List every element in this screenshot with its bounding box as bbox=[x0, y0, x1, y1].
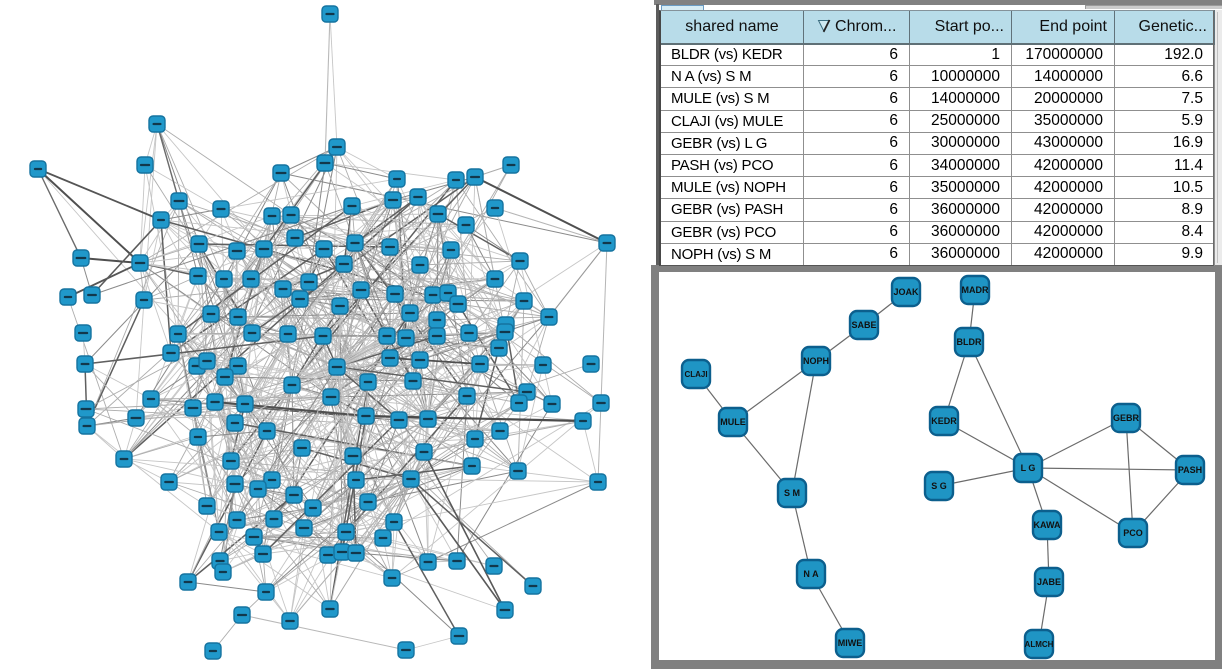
svg-text:SABE: SABE bbox=[851, 320, 876, 330]
svg-text:MADR: MADR bbox=[962, 285, 989, 295]
svg-text:JABE: JABE bbox=[1037, 577, 1061, 587]
svg-text:ALMCH: ALMCH bbox=[1025, 640, 1054, 649]
svg-text:S M: S M bbox=[784, 488, 800, 498]
svg-text:GEBR: GEBR bbox=[1113, 413, 1140, 423]
svg-text:BLDR: BLDR bbox=[957, 337, 982, 347]
svg-text:KAWA: KAWA bbox=[1034, 520, 1062, 530]
svg-text:KEDR: KEDR bbox=[931, 416, 957, 426]
svg-text:PASH: PASH bbox=[1178, 465, 1202, 475]
svg-text:JOAK: JOAK bbox=[893, 287, 919, 297]
svg-text:NOPH: NOPH bbox=[803, 356, 829, 366]
svg-text:MULE: MULE bbox=[720, 417, 746, 427]
svg-text:MIWE: MIWE bbox=[838, 638, 863, 648]
svg-text:S G: S G bbox=[931, 481, 947, 491]
svg-text:CLAJI: CLAJI bbox=[684, 370, 707, 379]
svg-text:L G: L G bbox=[1021, 463, 1036, 473]
svg-text:N A: N A bbox=[803, 569, 819, 579]
svg-text:PCO: PCO bbox=[1123, 528, 1143, 538]
